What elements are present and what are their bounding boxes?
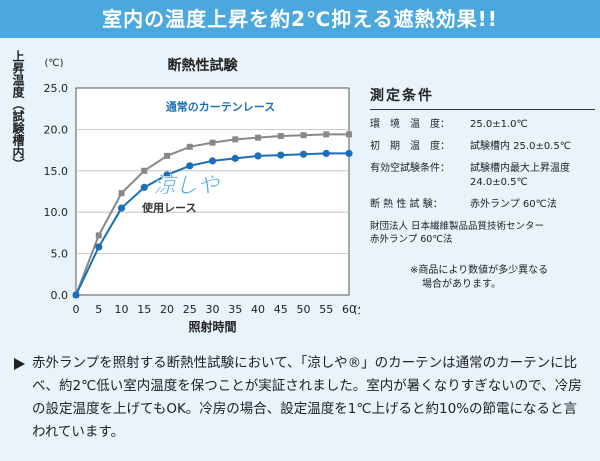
y-axis-label: 上昇温度（試験槽内） [11,49,25,170]
x-tick-label: 30 [206,303,220,316]
data-point [208,157,217,165]
series-label-product: 使用レース [141,200,196,214]
data-point [299,150,308,158]
data-point [345,149,353,158]
data-point [254,152,262,160]
x-tick-label: 5 [95,303,102,316]
data-point [300,132,307,139]
note-line: 場合があります。 [422,279,501,290]
x-tick-label: 15 [137,303,151,316]
condition-row: 断 熱 性 試 験： 赤外ランプ 60℃法 [370,198,595,212]
page-banner: 室内の温度上昇を約2℃抑える遮熱効果!! [0,0,600,38]
x-tick-label: 40 [251,303,265,316]
data-point [141,167,148,174]
data-point [322,149,330,158]
data-point [117,204,126,212]
y-tick-label: 0.0 [51,289,69,302]
data-point [277,133,284,140]
note-line: ※商品により数値が多少異なる [410,265,549,276]
condition-value: 25.0±1.0℃ [470,119,528,130]
data-point [186,162,194,170]
data-point [164,152,170,159]
data-point [163,171,171,179]
measurement-conditions: 測定条件 環 境 温 度： 25.0±1.0℃ 初 期 温 度： 試験槽内 25… [370,85,595,246]
y-unit-label: (℃) [44,58,63,69]
disclaimer-note: ※商品により数値が多少異なる 場合があります。 [410,264,595,292]
data-point [209,139,216,146]
data-point [140,183,148,191]
y-tick-label: 25.0 [44,82,69,95]
testing-organization: 財団法人 日本繊維製品品質技術センター 赤外ランプ 60℃法 [370,220,595,246]
data-point [118,190,125,197]
x-tick-label: 45 [274,303,288,316]
data-point [95,232,102,239]
data-point [72,291,80,299]
org-method: 赤外ランプ 60℃法 [370,234,453,245]
x-tick-label: 25 [183,303,197,316]
data-point [232,136,239,143]
condition-key: 初 期 温 度： [370,141,450,152]
x-tick-label: 35 [228,303,242,316]
condition-key: 環 境 温 度： [370,119,450,130]
condition-value: 試験槽内 25.0±0.5℃ [470,141,571,152]
condition-key: 有効空試験条件： [370,163,450,174]
data-point [323,131,330,138]
data-point [95,243,103,251]
description-text: 赤外ランプを照射する断熱性試験において、「涼しや®」のカーテンは通常のカーテンに… [32,355,582,440]
org-name: 財団法人 日本繊維製品品質技術センター [370,221,545,232]
condition-key: 断 熱 性 試 験： [370,199,443,210]
condition-row: 環 境 温 度： 25.0±1.0℃ [370,118,595,132]
data-point [231,154,239,162]
triangle-bullet-icon [14,358,25,370]
x-unit-label: (分) [353,303,360,316]
description-paragraph: 赤外ランプを照射する断熱性試験において、「涼しや®」のカーテンは通常のカーテンに… [14,352,589,444]
chart-title: 断熱性試験 [168,57,239,74]
x-tick-label: 55 [319,303,333,316]
data-point [255,134,261,141]
x-tick-label: 20 [160,303,174,316]
insulation-test-chart: 0.0 5.0 10.0 15.0 20.0 25.0 0 5 10 15 20 25 30 35 40 45… [11,49,360,334]
condition-value: 赤外ランプ 60℃法 [470,199,557,210]
x-tick-label: 10 [115,303,129,316]
y-tick-label: 15.0 [44,165,69,178]
data-point [346,131,352,138]
data-point [277,151,285,159]
series-label-standard: 通常のカーテンレース [166,99,275,113]
data-point [186,143,193,150]
y-tick-label: 5.0 [51,248,69,261]
x-tick-label: 60 [342,303,356,316]
condition-row: 初 期 温 度： 試験槽内 25.0±0.5℃ [370,140,595,154]
condition-value: 試験槽内最大上昇温度 24.0±0.5℃ [470,163,570,188]
y-tick-label: 20.0 [44,123,69,136]
x-tick-label: 50 [297,303,311,316]
x-tick-label: 0 [73,303,80,316]
x-axis-label: 照射時間 [188,319,236,334]
conditions-title: 測定条件 [370,85,595,110]
y-tick-label: 10.0 [44,206,69,219]
condition-row: 有効空試験条件： 試験槽内最大上昇温度 24.0±0.5℃ [370,162,595,190]
brand-logo: 涼しや [153,173,221,198]
